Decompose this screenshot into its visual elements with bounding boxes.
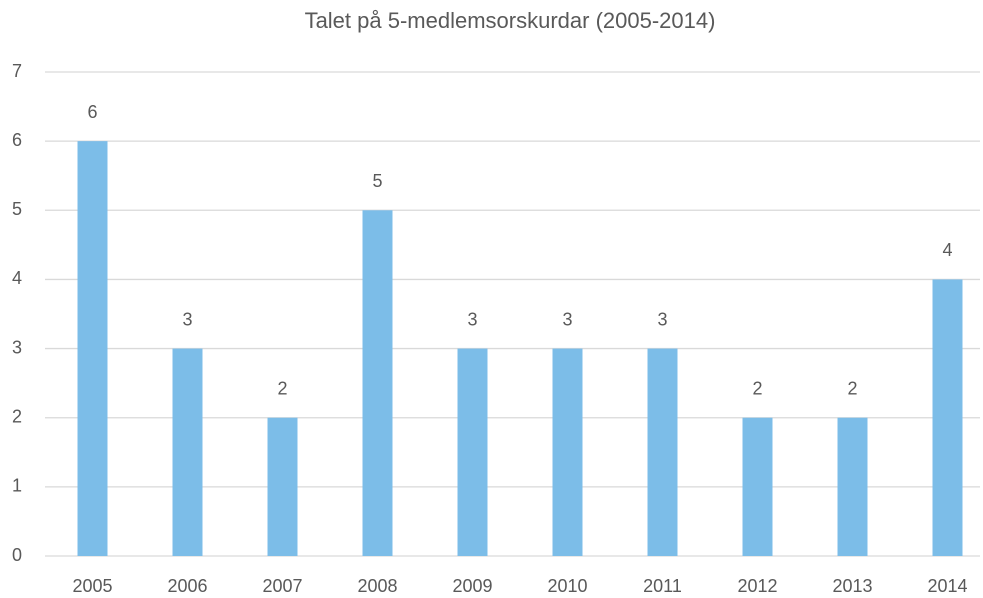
data-label: 2 — [847, 378, 857, 398]
x-tick-label: 2009 — [452, 576, 492, 596]
bar — [362, 210, 393, 557]
bar — [932, 279, 963, 556]
y-tick-label: 7 — [12, 61, 22, 81]
data-label: 6 — [87, 102, 97, 122]
x-tick-label: 2010 — [547, 576, 587, 596]
data-label: 2 — [752, 378, 762, 398]
chart-title: Talet på 5-medlemsorskurdar (2005-2014) — [305, 8, 716, 33]
bar — [267, 417, 298, 556]
y-tick-label: 3 — [12, 337, 22, 357]
bar — [742, 417, 773, 556]
bar — [77, 141, 108, 556]
bar — [172, 348, 203, 556]
data-label: 3 — [562, 309, 572, 329]
x-tick-label: 2006 — [167, 576, 207, 596]
y-tick-label: 5 — [12, 199, 22, 219]
x-tick-label: 2011 — [643, 576, 682, 596]
data-label: 5 — [372, 171, 382, 191]
data-label: 2 — [277, 378, 287, 398]
data-label: 4 — [942, 240, 952, 260]
bar — [837, 417, 868, 556]
x-tick-label: 2014 — [927, 576, 967, 596]
data-label: 3 — [182, 309, 192, 329]
x-tick-label: 2008 — [357, 576, 397, 596]
bar — [647, 348, 678, 556]
x-tick-label: 2005 — [72, 576, 112, 596]
bar — [552, 348, 583, 556]
y-tick-label: 1 — [12, 476, 22, 496]
x-tick-label: 2007 — [262, 576, 302, 596]
data-label: 3 — [467, 309, 477, 329]
data-label: 3 — [657, 309, 667, 329]
y-tick-label: 4 — [12, 268, 22, 288]
bar — [457, 348, 488, 556]
y-tick-label: 0 — [12, 545, 22, 565]
x-tick-label: 2013 — [832, 576, 872, 596]
y-tick-label: 6 — [12, 130, 22, 150]
y-tick-label: 2 — [12, 406, 22, 426]
x-tick-label: 2012 — [737, 576, 777, 596]
